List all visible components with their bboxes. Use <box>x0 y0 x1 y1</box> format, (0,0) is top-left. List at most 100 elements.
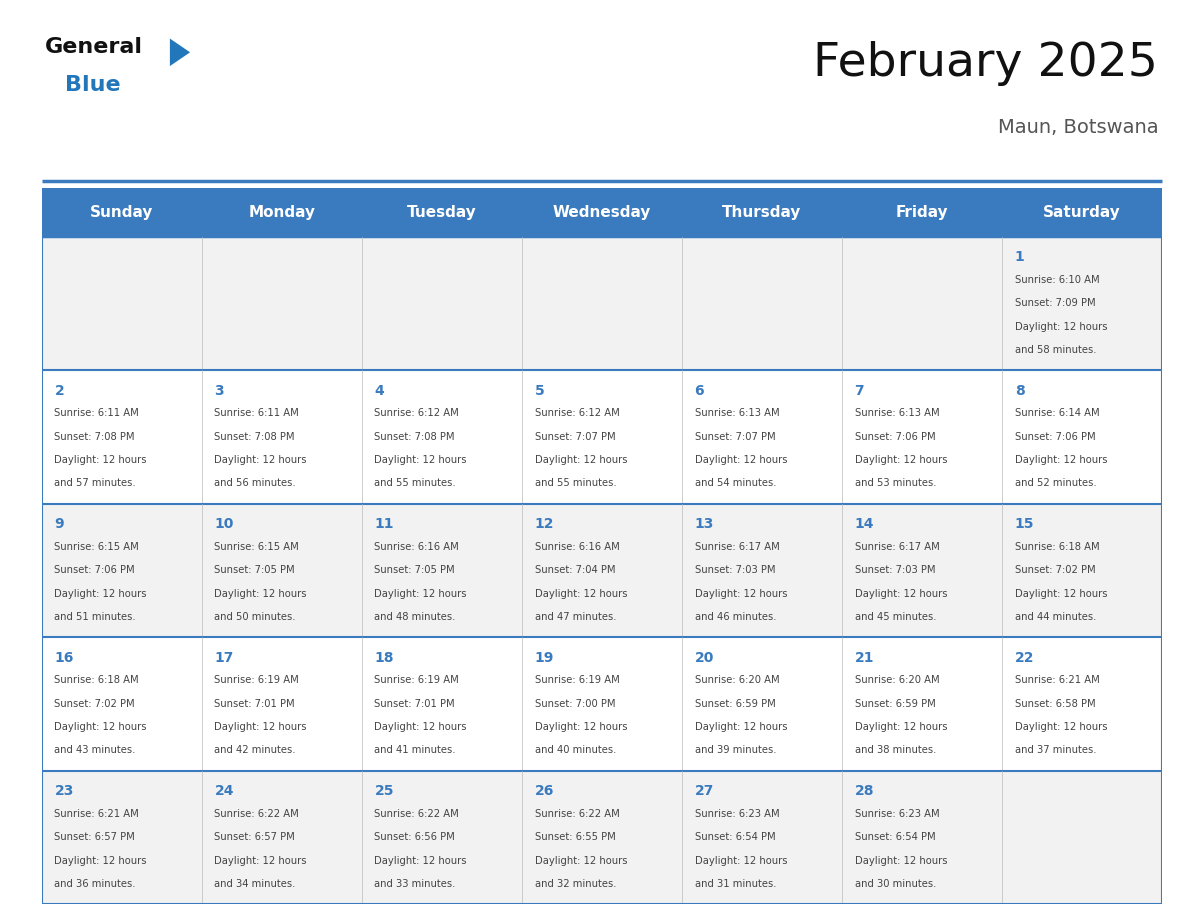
Bar <box>42 771 1162 904</box>
Text: Daylight: 12 hours: Daylight: 12 hours <box>55 856 147 866</box>
Text: 27: 27 <box>695 784 714 798</box>
Text: Daylight: 12 hours: Daylight: 12 hours <box>214 856 307 866</box>
Text: and 53 minutes.: and 53 minutes. <box>854 478 936 488</box>
Text: Daylight: 12 hours: Daylight: 12 hours <box>535 588 627 599</box>
Text: Daylight: 12 hours: Daylight: 12 hours <box>55 588 147 599</box>
Text: Blue: Blue <box>65 75 121 95</box>
Text: Sunset: 7:05 PM: Sunset: 7:05 PM <box>214 565 295 576</box>
Text: Sunset: 7:02 PM: Sunset: 7:02 PM <box>55 699 135 709</box>
Text: Sunset: 6:54 PM: Sunset: 6:54 PM <box>695 832 776 842</box>
Text: Daylight: 12 hours: Daylight: 12 hours <box>214 455 307 465</box>
Text: Sunset: 7:08 PM: Sunset: 7:08 PM <box>374 431 455 442</box>
Text: Sunrise: 6:13 AM: Sunrise: 6:13 AM <box>854 409 940 419</box>
Text: 28: 28 <box>854 784 874 798</box>
Bar <box>42 370 1162 504</box>
Text: Daylight: 12 hours: Daylight: 12 hours <box>854 455 947 465</box>
Text: Thursday: Thursday <box>722 205 802 220</box>
Text: Daylight: 12 hours: Daylight: 12 hours <box>55 722 147 732</box>
Text: and 34 minutes.: and 34 minutes. <box>214 879 296 889</box>
Text: and 37 minutes.: and 37 minutes. <box>1015 745 1097 756</box>
Text: Sunrise: 6:15 AM: Sunrise: 6:15 AM <box>214 542 299 552</box>
Text: Sunrise: 6:23 AM: Sunrise: 6:23 AM <box>695 809 779 819</box>
Text: and 54 minutes.: and 54 minutes. <box>695 478 776 488</box>
Text: Sunset: 6:59 PM: Sunset: 6:59 PM <box>695 699 776 709</box>
Text: 22: 22 <box>1015 651 1034 665</box>
Text: and 55 minutes.: and 55 minutes. <box>535 478 617 488</box>
Text: Sunrise: 6:11 AM: Sunrise: 6:11 AM <box>55 409 139 419</box>
Text: Daylight: 12 hours: Daylight: 12 hours <box>374 455 467 465</box>
Text: Wednesday: Wednesday <box>552 205 651 220</box>
Text: and 38 minutes.: and 38 minutes. <box>854 745 936 756</box>
Text: Sunset: 7:03 PM: Sunset: 7:03 PM <box>695 565 775 576</box>
Text: Daylight: 12 hours: Daylight: 12 hours <box>214 722 307 732</box>
Text: Sunrise: 6:22 AM: Sunrise: 6:22 AM <box>214 809 299 819</box>
Text: Sunrise: 6:11 AM: Sunrise: 6:11 AM <box>214 409 299 419</box>
Text: and 50 minutes.: and 50 minutes. <box>214 612 296 621</box>
Text: and 31 minutes.: and 31 minutes. <box>695 879 776 889</box>
Text: and 36 minutes.: and 36 minutes. <box>55 879 135 889</box>
Text: Daylight: 12 hours: Daylight: 12 hours <box>695 722 786 732</box>
Text: Daylight: 12 hours: Daylight: 12 hours <box>535 455 627 465</box>
Text: and 39 minutes.: and 39 minutes. <box>695 745 776 756</box>
Text: Daylight: 12 hours: Daylight: 12 hours <box>535 722 627 732</box>
Text: Sunset: 7:05 PM: Sunset: 7:05 PM <box>374 565 455 576</box>
Text: 13: 13 <box>695 517 714 532</box>
Text: Sunrise: 6:19 AM: Sunrise: 6:19 AM <box>535 676 619 686</box>
Text: Sunrise: 6:14 AM: Sunrise: 6:14 AM <box>1015 409 1099 419</box>
Text: and 52 minutes.: and 52 minutes. <box>1015 478 1097 488</box>
Text: 2: 2 <box>55 384 64 397</box>
Bar <box>42 237 1162 370</box>
Text: Sunset: 7:08 PM: Sunset: 7:08 PM <box>214 431 295 442</box>
Text: Daylight: 12 hours: Daylight: 12 hours <box>695 588 786 599</box>
Text: 14: 14 <box>854 517 874 532</box>
Text: Sunrise: 6:18 AM: Sunrise: 6:18 AM <box>55 676 139 686</box>
Text: Daylight: 12 hours: Daylight: 12 hours <box>1015 455 1107 465</box>
Text: Daylight: 12 hours: Daylight: 12 hours <box>854 588 947 599</box>
Text: Sunset: 6:55 PM: Sunset: 6:55 PM <box>535 832 615 842</box>
Text: and 41 minutes.: and 41 minutes. <box>374 745 456 756</box>
Text: 6: 6 <box>695 384 704 397</box>
Text: Sunset: 7:06 PM: Sunset: 7:06 PM <box>854 431 935 442</box>
Text: Sunrise: 6:17 AM: Sunrise: 6:17 AM <box>854 542 940 552</box>
Text: Sunrise: 6:20 AM: Sunrise: 6:20 AM <box>695 676 779 686</box>
Text: Sunset: 7:06 PM: Sunset: 7:06 PM <box>55 565 135 576</box>
Text: 12: 12 <box>535 517 554 532</box>
Text: Sunset: 6:56 PM: Sunset: 6:56 PM <box>374 832 455 842</box>
Text: and 48 minutes.: and 48 minutes. <box>374 612 456 621</box>
Text: Sunset: 7:04 PM: Sunset: 7:04 PM <box>535 565 615 576</box>
Text: and 56 minutes.: and 56 minutes. <box>214 478 296 488</box>
Text: 1: 1 <box>1015 251 1024 264</box>
Text: 9: 9 <box>55 517 64 532</box>
Text: and 42 minutes.: and 42 minutes. <box>214 745 296 756</box>
Bar <box>42 504 1162 637</box>
Text: 21: 21 <box>854 651 874 665</box>
Text: Daylight: 12 hours: Daylight: 12 hours <box>535 856 627 866</box>
Text: Sunrise: 6:15 AM: Sunrise: 6:15 AM <box>55 542 139 552</box>
Text: Sunset: 7:01 PM: Sunset: 7:01 PM <box>374 699 455 709</box>
Text: Sunrise: 6:13 AM: Sunrise: 6:13 AM <box>695 409 779 419</box>
Text: and 40 minutes.: and 40 minutes. <box>535 745 615 756</box>
Text: 20: 20 <box>695 651 714 665</box>
Text: Sunset: 7:06 PM: Sunset: 7:06 PM <box>1015 431 1095 442</box>
Text: and 44 minutes.: and 44 minutes. <box>1015 612 1097 621</box>
Text: Sunset: 7:01 PM: Sunset: 7:01 PM <box>214 699 295 709</box>
Text: Sunrise: 6:17 AM: Sunrise: 6:17 AM <box>695 542 779 552</box>
Text: Sunset: 7:07 PM: Sunset: 7:07 PM <box>535 431 615 442</box>
Text: Daylight: 12 hours: Daylight: 12 hours <box>374 588 467 599</box>
Text: Sunday: Sunday <box>90 205 153 220</box>
Text: and 58 minutes.: and 58 minutes. <box>1015 345 1097 355</box>
Text: Sunset: 7:02 PM: Sunset: 7:02 PM <box>1015 565 1095 576</box>
Text: Sunset: 6:59 PM: Sunset: 6:59 PM <box>854 699 935 709</box>
Text: Sunset: 6:57 PM: Sunset: 6:57 PM <box>214 832 295 842</box>
Text: 4: 4 <box>374 384 384 397</box>
Text: Sunset: 6:54 PM: Sunset: 6:54 PM <box>854 832 935 842</box>
Text: Sunrise: 6:20 AM: Sunrise: 6:20 AM <box>854 676 940 686</box>
Text: 16: 16 <box>55 651 74 665</box>
Text: 25: 25 <box>374 784 394 798</box>
Text: 10: 10 <box>214 517 234 532</box>
Text: Daylight: 12 hours: Daylight: 12 hours <box>55 455 147 465</box>
Text: 3: 3 <box>214 384 225 397</box>
Text: and 47 minutes.: and 47 minutes. <box>535 612 617 621</box>
Text: and 55 minutes.: and 55 minutes. <box>374 478 456 488</box>
Text: Daylight: 12 hours: Daylight: 12 hours <box>695 455 786 465</box>
